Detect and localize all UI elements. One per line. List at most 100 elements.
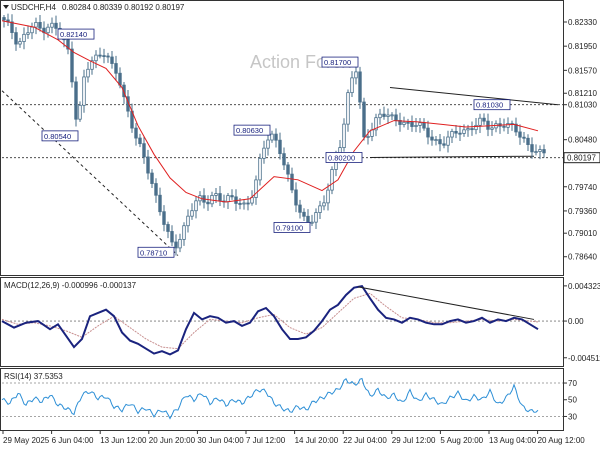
macd-layer <box>1 284 563 356</box>
price-annotation-label: 0.80630 <box>236 126 263 135</box>
candle-body <box>330 169 334 191</box>
candle-body <box>238 203 242 205</box>
price-annotation-box <box>233 124 271 136</box>
current-price-label: 0.80197 <box>567 154 596 163</box>
candle-body <box>374 117 378 131</box>
candle-body <box>454 131 458 134</box>
macd-axis-label: 0.00 <box>568 317 584 326</box>
ohlc-values: 0.80284 0.80339 0.80192 0.80197 <box>62 3 185 12</box>
candle-body <box>506 123 510 128</box>
candle-body <box>18 41 22 45</box>
candle-body <box>114 63 118 74</box>
candle-body <box>270 133 274 141</box>
trendline <box>1 90 179 256</box>
rsi-panel <box>0 368 564 431</box>
macd-trendline <box>357 286 535 320</box>
dropdown-triangle-icon[interactable] <box>3 5 9 9</box>
price-axis-label: 0.81210 <box>568 89 597 98</box>
price-axis-label: 0.79360 <box>568 207 597 216</box>
moving-average-line <box>1 20 539 203</box>
candle-body <box>518 131 522 138</box>
candle-body <box>262 147 266 159</box>
time-axis-label: 29 May 2025 <box>3 436 50 445</box>
macd-panel <box>0 277 564 367</box>
candle-body <box>82 76 86 106</box>
candle-body <box>10 21 14 33</box>
price-annotation-label: 0.80200 <box>328 153 355 162</box>
price-annotation-label: 0.78710 <box>140 248 167 257</box>
candle-body <box>50 22 54 28</box>
candle-body <box>482 117 486 122</box>
candle-body <box>218 193 222 202</box>
candle-body <box>362 101 366 138</box>
candle-body <box>474 124 478 131</box>
candle-body <box>186 215 190 227</box>
candle-body <box>30 26 34 34</box>
macd-line <box>1 284 539 356</box>
rsi-axis-label: 50 <box>568 396 577 405</box>
candle-body <box>194 200 198 212</box>
price-axis-label: 0.81030 <box>568 101 597 110</box>
candle-body <box>230 195 234 198</box>
candle-body <box>534 151 538 153</box>
candle-body <box>134 127 138 139</box>
candle-body <box>138 137 142 145</box>
time-axis-label: 5 Aug 20:00 <box>440 436 483 445</box>
price-axis-label: 0.81950 <box>568 42 597 51</box>
candle-body <box>490 127 494 130</box>
candle-body <box>110 56 114 64</box>
candle-body <box>306 215 310 223</box>
candle-body <box>526 137 530 145</box>
candle-body <box>318 205 322 213</box>
candle-body <box>174 241 178 249</box>
price-layer: 0.82140 0.80540 0.78710 0.80630 0.79100 0.817… <box>1 13 563 258</box>
candle-body <box>402 121 406 125</box>
candle-body <box>530 144 534 153</box>
candle-body <box>438 139 442 145</box>
price-annotation-box <box>41 130 79 142</box>
time-axis-label: 13 Aug 04:00 <box>489 436 537 445</box>
candle-body <box>142 143 146 158</box>
candle-body <box>162 211 166 225</box>
candle-body <box>302 211 306 217</box>
price-axis-label: 0.82330 <box>568 18 597 27</box>
candle-body <box>242 202 246 205</box>
candle-body <box>342 123 346 149</box>
candle-body <box>326 189 330 204</box>
price-annotation-box <box>273 222 311 233</box>
candle-body <box>290 173 294 191</box>
candle-body <box>154 183 158 196</box>
candle-body <box>382 113 386 117</box>
candle-body <box>74 81 78 120</box>
candle-body <box>502 125 506 128</box>
price-annotation-box <box>321 56 359 68</box>
candle-body <box>514 123 518 133</box>
candle-body <box>266 139 270 149</box>
candle-body <box>190 210 194 217</box>
price-axis-label: 0.79010 <box>568 229 597 238</box>
candle-body <box>26 32 30 35</box>
candle-body <box>98 54 102 57</box>
candle-body <box>282 153 286 166</box>
candle-body <box>314 212 318 223</box>
candle-body <box>446 136 450 146</box>
candle-body <box>522 136 526 139</box>
candle-body <box>66 39 70 50</box>
price-axis: 0.82330 0.81950 0.81570 0.81210 0.81030 0.804… <box>563 18 600 262</box>
candle-body <box>14 32 18 45</box>
macd-axis: 0.004323 0.00 -0.004511 <box>563 282 600 363</box>
candle-body <box>462 129 466 134</box>
candle-body <box>254 179 258 198</box>
rsi-axis-label: 30 <box>568 412 577 421</box>
candle-body <box>430 136 434 141</box>
time-axis-label: 22 Jul 04:00 <box>343 436 387 445</box>
candle-body <box>542 149 546 154</box>
candle-body <box>406 121 410 124</box>
candle-body <box>354 71 358 79</box>
rsi-line <box>1 377 539 420</box>
candle-body <box>86 68 90 78</box>
candle-body <box>182 225 186 240</box>
candle-body <box>294 189 298 206</box>
price-annotation-label: 0.81030 <box>476 101 503 110</box>
trendline <box>389 87 559 106</box>
